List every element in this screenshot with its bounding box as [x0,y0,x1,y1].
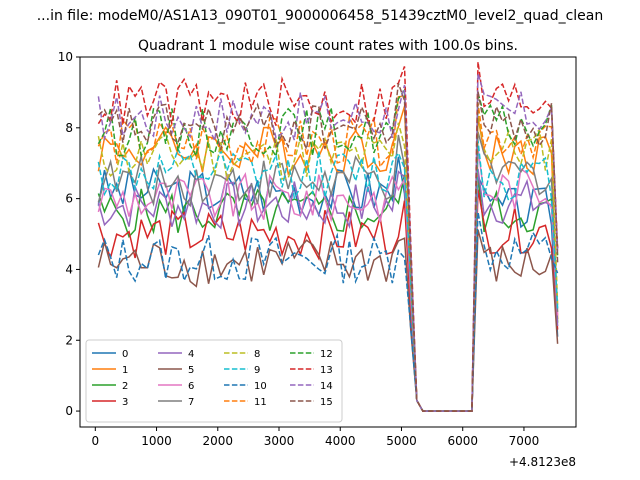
series-line-12 [97,87,559,412]
legend-label-9: 9 [254,365,260,376]
axes-frame [79,56,577,428]
legend-label-12: 12 [320,349,333,360]
y-tick-label: 8 [65,121,73,135]
legend-frame [85,339,343,423]
x-tick-label: 3000 [264,434,295,448]
series-line-10 [97,211,559,412]
x-offset-label: +4.8123e8 [509,455,576,469]
x-tick-label: 2000 [203,434,234,448]
plot-area [97,61,559,412]
chart-title: Quadrant 1 module wise count rates with … [138,38,518,54]
series-line-11 [97,95,559,412]
y-tick-label: 10 [58,50,73,64]
x-tick-label: 5000 [386,434,417,448]
legend-label-7: 7 [188,397,194,408]
legend-label-13: 13 [320,365,333,376]
y-axis: 0 2 4 6 8 10 [58,50,80,418]
x-tick-label: 7000 [509,434,540,448]
legend-label-1: 1 [122,365,128,376]
legend-label-11: 11 [254,397,267,408]
figure-suptitle: ...in file: modeM0/AS1A13_090T01_9000006… [37,8,604,24]
x-tick-label: 4000 [325,434,356,448]
legend-label-14: 14 [320,381,333,392]
legend-label-15: 15 [320,397,333,408]
legend-label-8: 8 [254,349,260,360]
y-tick-label: 4 [65,262,73,276]
x-axis: 0 1000 2000 3000 4000 5000 6000 7000 [91,427,539,448]
series-line-9 [97,140,559,412]
legend-label-10: 10 [254,381,267,392]
legend-label-2: 2 [122,381,128,392]
legend-label-3: 3 [122,397,128,408]
y-tick-label: 6 [65,192,73,206]
series-line-15 [97,83,559,412]
x-tick-label: 6000 [447,434,478,448]
series-line-5 [97,229,559,412]
legend-label-6: 6 [188,381,194,392]
series-line-8 [97,114,559,412]
legend-label-5: 5 [188,365,194,376]
x-tick-label: 0 [91,434,99,448]
legend-label-4: 4 [188,349,194,360]
legend-label-0: 0 [122,349,128,360]
series-line-0 [97,156,559,412]
x-tick-label: 1000 [141,434,172,448]
y-tick-label: 0 [65,404,73,418]
series-line-14 [97,72,559,412]
y-tick-label: 2 [65,333,73,347]
